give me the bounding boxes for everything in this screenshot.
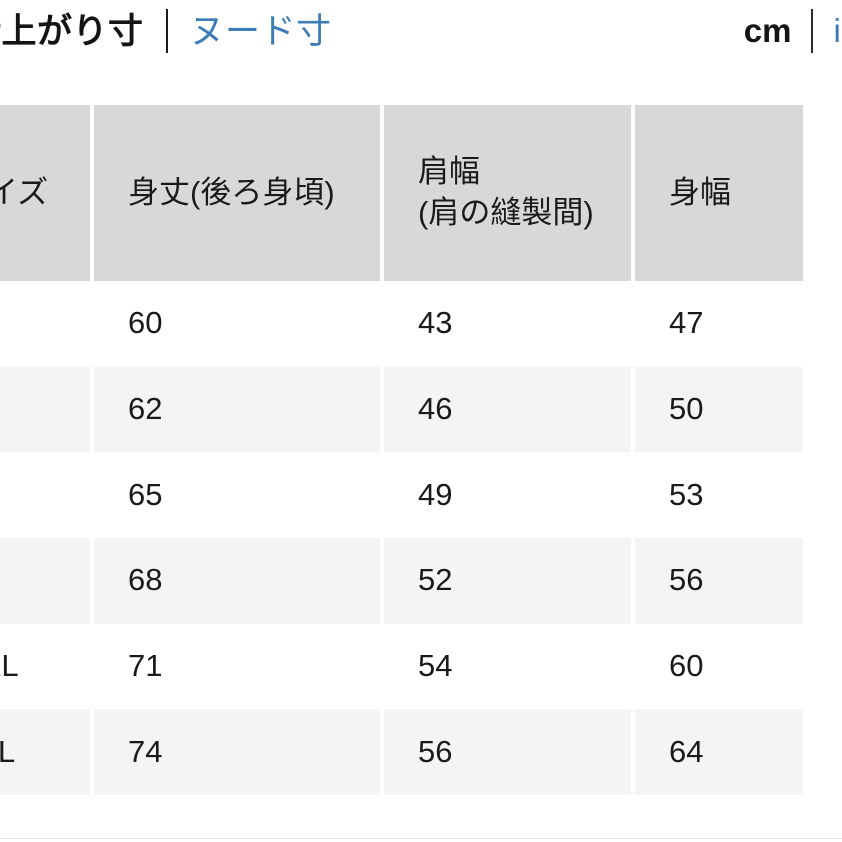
unit-toggle-cm[interactable]: cm [743,12,792,49]
column-header-shoulder-width: 肩幅 (肩の縫製間) [382,105,635,281]
cell-size: L [0,452,94,538]
column-header-shoulder-width-label: 肩幅 [418,154,480,190]
cell-shoulder-width: 56 [382,709,635,795]
cell-size-label: 3XL [0,733,16,769]
table-row: XL685256 [0,537,803,624]
cell-size-label: L [0,475,90,516]
cell-body-length: 60 [92,281,384,367]
measurement-toolbar: 仕上がり寸 ヌード寸 cm inch [0,0,842,105]
size-table-container: サイズ 身丈(後ろ身頃) 肩幅 (肩の縫製間) 身幅 S604347M62465… [0,105,803,795]
cell-chest-width: 50 [633,366,803,453]
table-row: M624650 [0,366,803,453]
cell-chest-width: 47 [633,281,803,367]
table-row: L654953 [0,452,803,538]
column-header-body-length-label: 身丈(後ろ身頃) [128,174,335,210]
column-header-size: サイズ [0,105,94,281]
cell-shoulder-width: 49 [382,452,635,538]
column-header-shoulder-width-sublabel: (肩の縫製間) [418,195,594,230]
cell-size-label: XXL [0,648,19,683]
header-row: サイズ 身丈(後ろ身頃) 肩幅 (肩の縫製間) 身幅 [0,105,803,281]
cell-chest-width: 60 [633,623,803,710]
bottom-divider [0,838,842,839]
cell-size: XL [0,537,94,624]
cell-chest-width: 56 [633,537,803,624]
unit-toggle-divider [811,9,814,53]
cell-shoulder-width: 43 [382,281,635,367]
toggle-nude-measurement[interactable]: ヌード寸 [189,11,332,51]
toggle-finished-measurement[interactable]: 仕上がり寸 [0,11,144,51]
cell-shoulder-width: 46 [382,366,635,453]
cell-chest-width: 64 [633,709,803,795]
table-row: S604347 [0,281,803,367]
cell-body-length: 74 [92,709,384,795]
cell-shoulder-width: 54 [382,623,635,710]
table-body: S604347M624650L654953XL685256XXL7154603X… [0,281,803,795]
cell-size: S [0,281,94,367]
toggle-divider [165,9,168,53]
cell-body-length: 68 [92,537,384,624]
cell-chest-width: 53 [633,452,803,538]
cell-body-length: 62 [92,366,384,453]
cell-size-label: M [0,389,90,430]
cell-size: XXL [0,623,94,710]
unit-toggle: cm inch [744,0,842,62]
measurement-type-toggle: 仕上がり寸 ヌード寸 [0,0,332,62]
column-header-body-length: 身丈(後ろ身頃) [92,105,384,281]
size-table: サイズ 身丈(後ろ身頃) 肩幅 (肩の縫製間) 身幅 S604347M62465… [0,105,803,795]
cell-body-length: 65 [92,452,384,538]
cell-size-label: S [0,303,90,344]
cell-size-label: XL [0,560,90,601]
cell-body-length: 71 [92,623,384,710]
cell-size: M [0,366,94,453]
cell-size: 3XL [0,709,94,795]
cell-shoulder-width: 52 [382,537,635,624]
unit-toggle-inch[interactable]: inch [833,12,842,49]
table-header: サイズ 身丈(後ろ身頃) 肩幅 (肩の縫製間) 身幅 [0,105,803,281]
column-header-chest-width: 身幅 [633,105,803,281]
column-header-chest-width-label: 身幅 [669,174,731,210]
column-header-size-label: サイズ [0,174,49,210]
